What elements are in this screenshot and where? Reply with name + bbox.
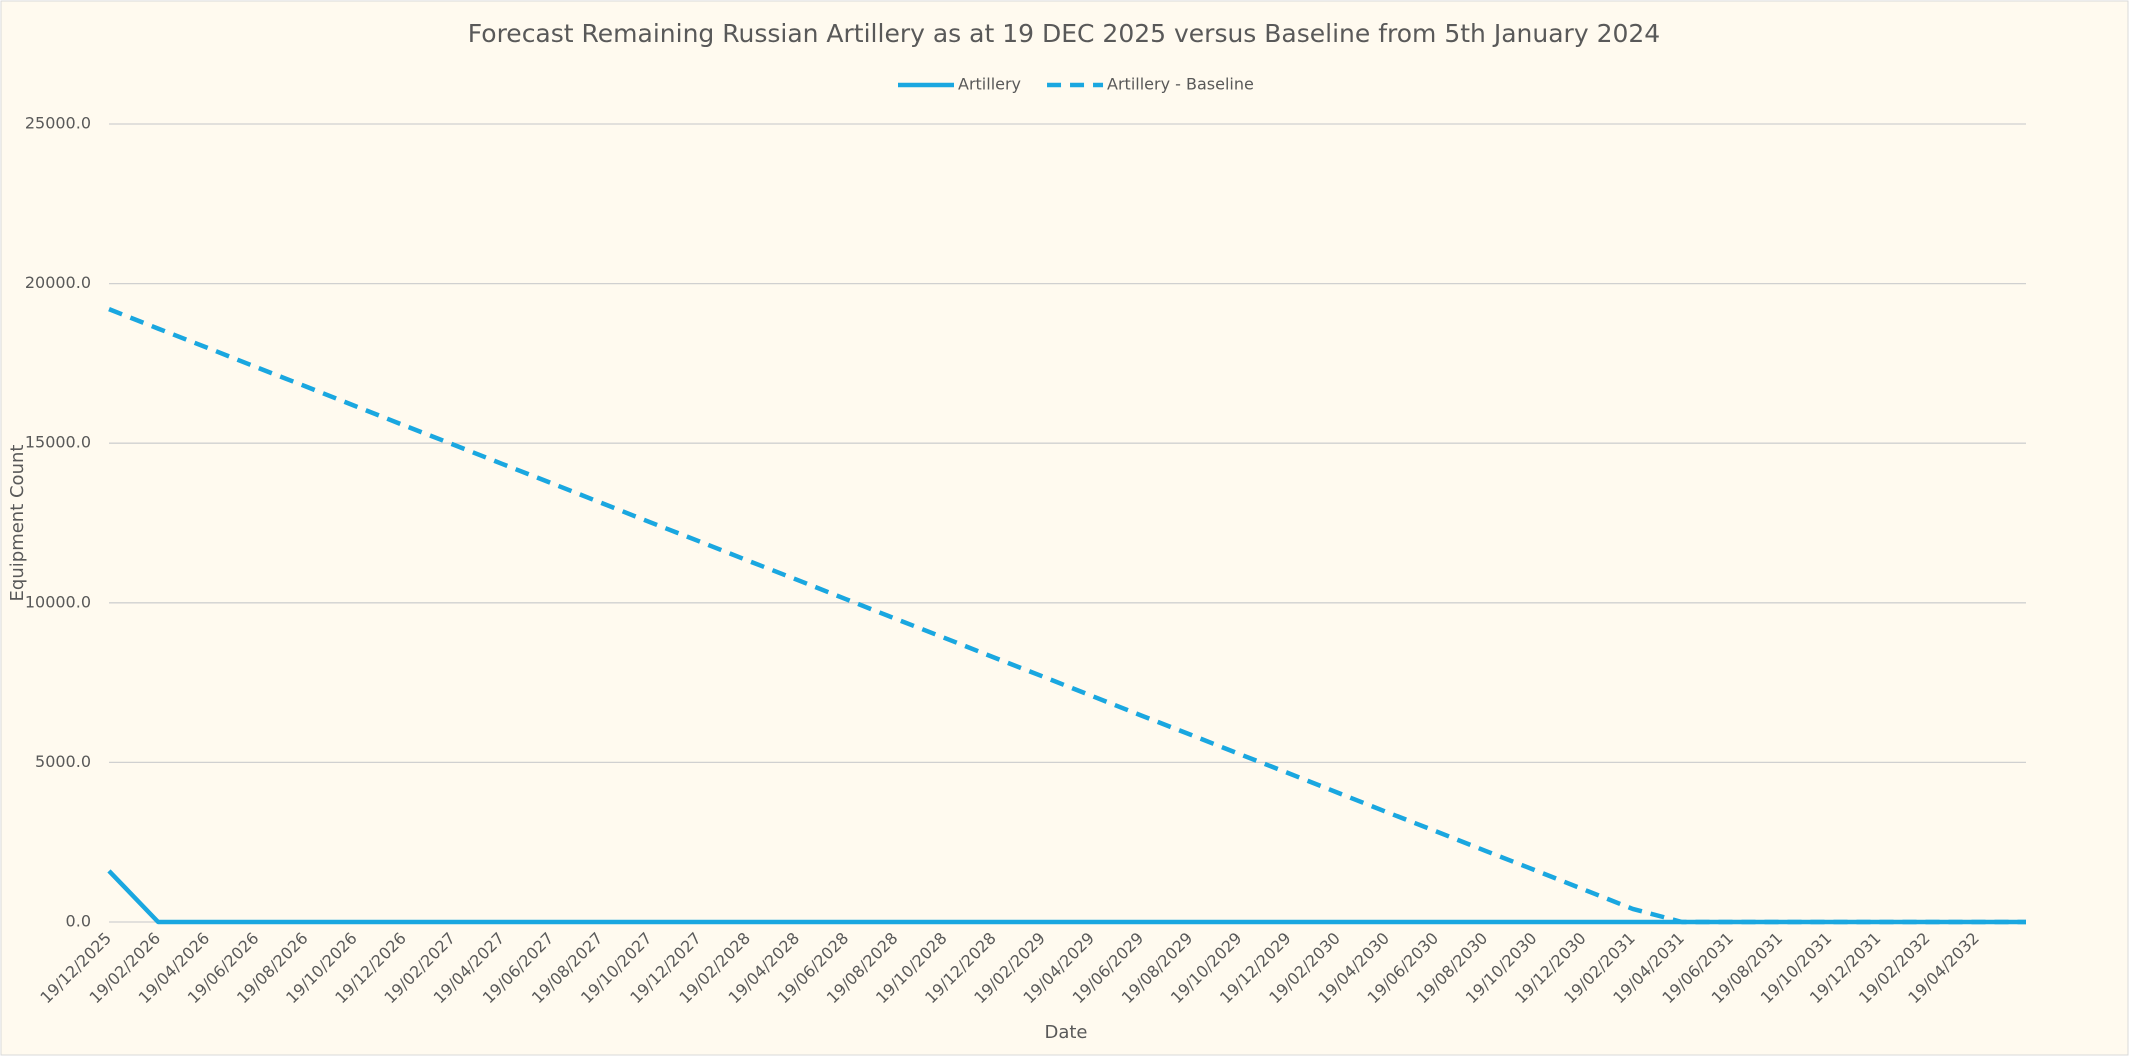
y-tick-label: 5000.0 (35, 752, 91, 771)
chart-title: Forecast Remaining Russian Artillery as … (468, 19, 1660, 48)
y-tick-label: 10000.0 (25, 592, 91, 611)
x-axis-title: Date (1044, 1022, 1087, 1043)
legend: Artillery Artillery - Baseline (898, 75, 1254, 94)
series-line (108, 307, 2026, 925)
legend-label: Artillery - Baseline (1107, 75, 1254, 94)
y-axis-title: Equipment Count (7, 445, 28, 602)
y-tick-label: 15000.0 (25, 433, 91, 452)
y-tick-label: 25000.0 (25, 114, 91, 133)
y-tick-label: 0.0 (66, 912, 91, 931)
y-tick-label: 20000.0 (25, 273, 91, 292)
legend-label: Artillery (958, 75, 1021, 94)
